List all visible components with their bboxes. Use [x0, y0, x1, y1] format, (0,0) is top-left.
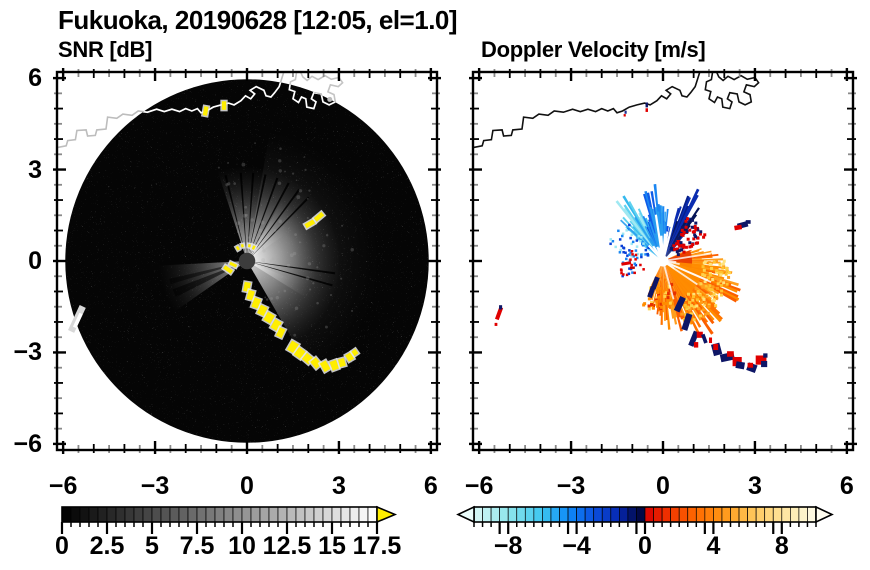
vel-x-tick-label: −6 [464, 472, 494, 500]
vel-colorbar-tick-label: 4 [706, 532, 721, 560]
vel-x-tick-label: 3 [747, 472, 762, 500]
snr-colorbar-overflow-arrow [376, 505, 398, 524]
snr-x-tick-label: −6 [48, 472, 78, 500]
snr-colorbar-tick-label: 2.5 [89, 532, 125, 560]
snr-x-tick-label: 3 [331, 472, 346, 500]
vel-x-tick-label: 0 [656, 472, 670, 500]
snr-colorbar [60, 505, 398, 534]
vel-aliased-patches [494, 102, 768, 374]
vel-colorbar-left-arrow [456, 505, 475, 524]
snr-colorbar-tick-label: 12.5 [262, 532, 312, 560]
snr-y-tick-label: −6 [13, 429, 42, 458]
snr-strong-echoes [200, 99, 361, 375]
snr-colorbar-tick-label: 0 [55, 532, 69, 560]
snr-y-tick-label: 0 [28, 247, 42, 275]
vel-x-tick-label: 6 [839, 472, 854, 500]
snr-frame [53, 68, 441, 454]
snr-panel-title: SNR [dB] [58, 37, 153, 62]
snr-colorbar-tick-label: 7.5 [179, 532, 215, 560]
snr-colorbar-tick-label: 17.5 [352, 532, 402, 560]
vel-radar-center [657, 255, 669, 267]
snr-haze [158, 131, 378, 375]
snr-y-tick-label: 6 [28, 64, 42, 93]
snr-y-tick-label: −3 [13, 338, 42, 367]
snr-colorbar-tick-label: 10 [228, 532, 256, 560]
snr-panel [57, 72, 429, 443]
vel-colorbar-tick-label: −4 [562, 532, 591, 560]
vel-panel [473, 72, 768, 374]
vel-panel-title: Doppler Velocity [m/s] [481, 37, 706, 62]
vel-x-tick-label: −3 [556, 472, 586, 500]
snr-x-tick-label: 6 [423, 472, 438, 500]
vel-colorbar [456, 505, 834, 534]
snr-colorbar-tick-label: 5 [145, 532, 159, 560]
vel-frame [469, 68, 857, 454]
snr-y-tick-label: 3 [28, 155, 42, 184]
figure-title: Fukuoka, 20190628 [12:05, el=1.0] [58, 5, 458, 35]
snr-colorbar-tick-label: 15 [318, 532, 346, 560]
snr-radar-center [238, 252, 256, 270]
snr-x-tick-label: 0 [240, 472, 254, 500]
snr-x-tick-label: −3 [140, 472, 170, 500]
vel-colorbar-tick-label: 0 [638, 532, 652, 560]
vel-colorbar-right-arrow [815, 505, 834, 524]
vel-colorbar-tick-label: −8 [493, 532, 523, 560]
vel-colorbar-tick-label: 8 [774, 532, 789, 560]
